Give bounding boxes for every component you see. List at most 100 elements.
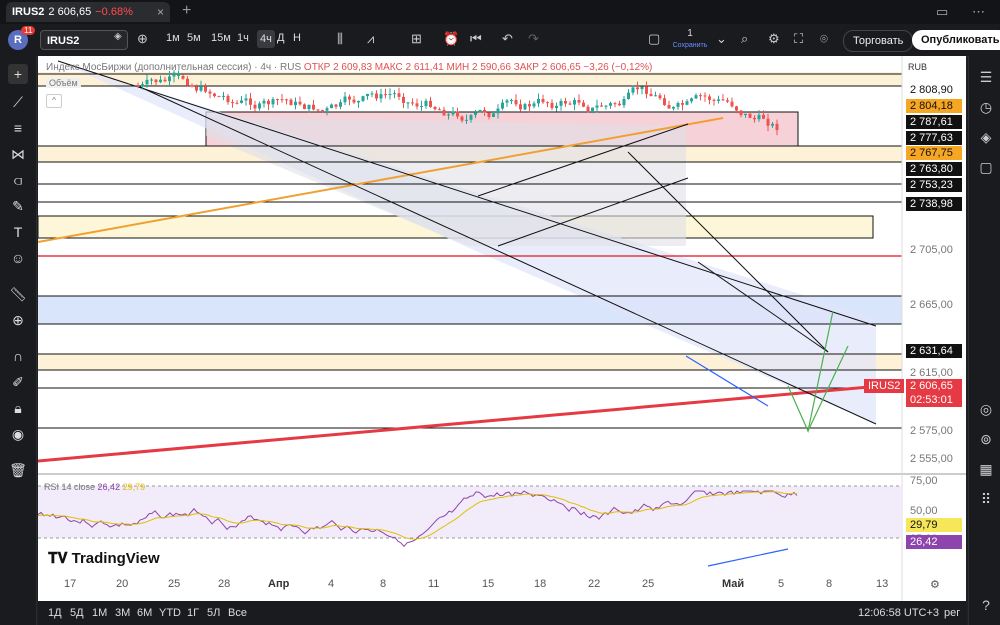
- candle-body: [483, 109, 486, 113]
- chart-canvas[interactable]: [38, 56, 966, 601]
- range-2[interactable]: 1М: [92, 607, 108, 619]
- undo-icon[interactable]: ↶: [502, 31, 513, 46]
- trash-icon[interactable]: 🗑︎: [9, 462, 27, 478]
- chat-icon[interactable]: ▢: [979, 159, 993, 175]
- chevron-down-icon[interactable]: ⌄: [716, 31, 727, 46]
- interval-0[interactable]: 1м: [166, 32, 180, 44]
- candle-body: [775, 123, 779, 131]
- candle-body: [645, 86, 648, 94]
- fib-icon[interactable]: ≡: [13, 120, 23, 136]
- candle-body: [321, 110, 324, 112]
- interval-1[interactable]: 5м: [187, 32, 201, 44]
- candle-body: [397, 93, 401, 97]
- zoom-icon[interactable]: ⊕: [12, 312, 24, 328]
- hotlists-icon[interactable]: ⊚: [980, 431, 992, 447]
- session-mode[interactable]: рег: [944, 607, 961, 619]
- range-0[interactable]: 1Д: [48, 607, 62, 619]
- ruler-icon[interactable]: 📏︎: [9, 286, 27, 302]
- interval-4[interactable]: 4ч: [257, 30, 275, 48]
- lock-icon[interactable]: 🔒︎: [14, 400, 22, 416]
- tab-change: −0.68%: [95, 6, 133, 18]
- eye-icon[interactable]: ◉: [11, 426, 25, 442]
- text-icon[interactable]: T: [13, 224, 23, 240]
- compare-add-icon[interactable]: ⊕: [137, 31, 148, 46]
- candle-body: [280, 99, 284, 101]
- range-8[interactable]: Все: [228, 607, 247, 619]
- candle-body: [460, 116, 464, 121]
- interval-2[interactable]: 15м: [211, 32, 231, 44]
- alert-icon[interactable]: ⏰: [443, 31, 460, 46]
- new-tab-icon[interactable]: +: [182, 2, 192, 19]
- candle-body: [717, 99, 720, 101]
- layout-select-icon[interactable]: ▢: [648, 31, 661, 46]
- close-tab-icon[interactable]: ×: [156, 5, 164, 19]
- quick-search-icon[interactable]: ⌕: [741, 31, 749, 46]
- window-menu-icon[interactable]: ⋯: [972, 4, 985, 19]
- alerts-clock-icon[interactable]: ◷: [979, 99, 993, 115]
- magnet-icon[interactable]: ∩: [12, 348, 24, 364]
- rsi-ma-value: 29,79: [122, 482, 146, 492]
- x-axis-label: 13: [876, 578, 889, 590]
- tab-price: 2 606,65: [48, 6, 92, 18]
- grid-icon[interactable]: ⠿: [980, 491, 992, 507]
- watchlist-icon[interactable]: ☰: [979, 69, 993, 85]
- lock-drawings-icon[interactable]: ✐: [12, 374, 24, 390]
- candle-body: [708, 96, 711, 100]
- candle-body: [199, 86, 203, 91]
- fullscreen-icon[interactable]: ⛶: [794, 31, 804, 46]
- chart-tab[interactable]: IRUS2 2 606,65 −0.68% ×: [6, 2, 170, 22]
- collapse-legend-icon[interactable]: ^: [46, 94, 62, 108]
- price-label-boxed: 2 804,18: [906, 99, 962, 113]
- chart-pane[interactable]: Индекс МосБиржи (дополнительная сессия) …: [38, 56, 966, 601]
- pattern-icon[interactable]: ⋈: [11, 146, 25, 162]
- templates-icon[interactable]: ⊞: [411, 31, 422, 46]
- trendline-icon[interactable]: ⟋: [13, 94, 23, 110]
- crosshair-icon[interactable]: +: [8, 64, 28, 84]
- price-label-boxed: 2 738,98: [906, 197, 962, 211]
- green-arrow: [807, 345, 849, 432]
- help-icon[interactable]: ?: [982, 597, 990, 613]
- interval-5[interactable]: Д: [277, 32, 285, 44]
- shield-icon[interactable]: ◈: [114, 31, 122, 42]
- candle-body: [370, 93, 374, 95]
- range-3[interactable]: 3М: [115, 607, 131, 619]
- volume-legend[interactable]: Объём: [46, 78, 81, 88]
- emoji-icon[interactable]: ☺: [10, 250, 26, 266]
- replay-icon[interactable]: ⏮: [470, 31, 482, 46]
- clock-text: 12:06:58 UTC+3: [858, 607, 940, 619]
- save-button[interactable]: 1 Сохранить: [670, 28, 710, 52]
- range-6[interactable]: 1Г: [187, 607, 200, 619]
- candle-body: [744, 113, 747, 116]
- layout-icon[interactable]: ▭: [936, 4, 949, 19]
- currency-label: RUB: [908, 62, 928, 72]
- prediction-icon[interactable]: ⫏: [13, 172, 23, 188]
- candle-body: [663, 98, 666, 106]
- window-titlebar: IRUS2 2 606,65 −0.68% × + ▭ ⋯: [0, 0, 1000, 24]
- symbol-search-input[interactable]: IRUS2: [40, 30, 128, 50]
- candle-body: [577, 99, 581, 103]
- interval-6[interactable]: Н: [293, 32, 301, 44]
- indicators-icon[interactable]: ⩘: [367, 31, 375, 46]
- candle-body: [343, 96, 347, 103]
- range-5[interactable]: YTD: [159, 607, 181, 619]
- interval-3[interactable]: 1ч: [237, 32, 249, 44]
- avatar[interactable]: R: [8, 30, 28, 50]
- layers-icon[interactable]: ◈: [980, 129, 992, 145]
- redo-icon[interactable]: ↷: [528, 31, 539, 46]
- candle-body: [163, 79, 167, 82]
- camera-icon[interactable]: ⌾: [820, 31, 828, 46]
- publish-button[interactable]: Опубликовать: [912, 30, 1000, 50]
- brush-icon[interactable]: ✎: [12, 198, 24, 214]
- target-icon[interactable]: ◎: [979, 401, 993, 417]
- range-7[interactable]: 5Л: [207, 607, 221, 619]
- calendar-icon[interactable]: ▦: [979, 461, 993, 477]
- trade-button[interactable]: Торговать: [843, 30, 914, 52]
- range-4[interactable]: 6М: [137, 607, 153, 619]
- candles-icon[interactable]: ⫼: [337, 31, 343, 46]
- range-1[interactable]: 5Д: [70, 607, 84, 619]
- candle-body: [546, 102, 549, 104]
- axis-settings-icon[interactable]: ⚙: [930, 579, 940, 591]
- current-price: 2 606,65: [910, 380, 953, 392]
- candle-body: [177, 72, 180, 76]
- settings-icon[interactable]: ⚙: [768, 31, 780, 46]
